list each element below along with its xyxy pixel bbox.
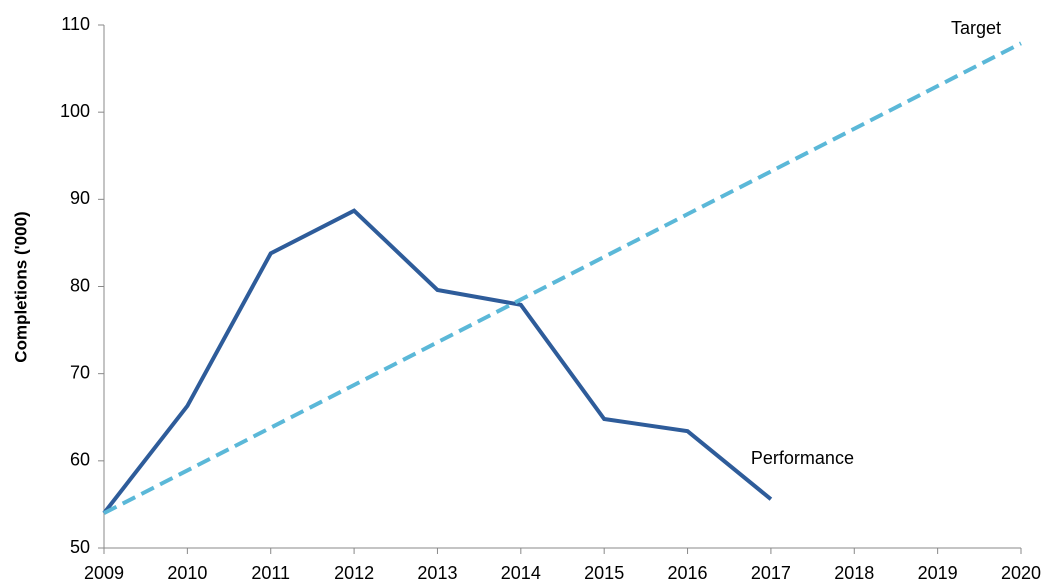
x-tick-label: 2009	[84, 563, 124, 583]
x-tick-label: 2017	[751, 563, 791, 583]
x-tick-label: 2011	[251, 563, 290, 583]
x-tick-label: 2013	[417, 563, 457, 583]
x-tick-label: 2016	[668, 563, 708, 583]
x-tick-label: 2018	[834, 563, 874, 583]
series-line	[102, 208, 773, 515]
y-tick-label: 60	[70, 450, 90, 470]
y-tick-label: 50	[70, 537, 90, 557]
y-tick-label: 90	[70, 188, 90, 208]
x-tick-label: 2014	[501, 563, 541, 583]
series-label: Performance	[751, 448, 854, 468]
y-tick-label: 80	[70, 275, 90, 295]
y-axis-title: Completions ('000)	[11, 211, 30, 362]
y-tick-label: 110	[61, 14, 90, 34]
y-tick-label: 70	[70, 362, 90, 382]
x-tick-label: 2020	[1001, 563, 1041, 583]
x-tick-label: 2019	[918, 563, 958, 583]
x-tick-label: 2010	[167, 563, 207, 583]
y-tick-label: 100	[60, 101, 90, 121]
series-line	[103, 41, 1022, 515]
x-tick-label: 2015	[584, 563, 624, 583]
series-label: Target	[951, 18, 1001, 38]
x-tick-label: 2012	[334, 563, 374, 583]
